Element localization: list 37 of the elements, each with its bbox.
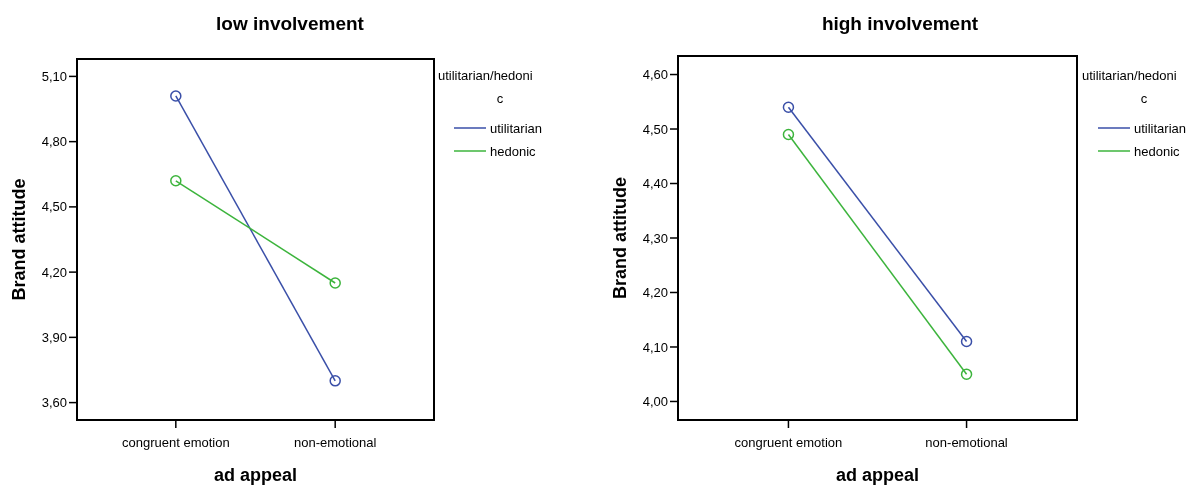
point [170,175,182,187]
x-tick-label: non-emotional [925,435,1008,450]
chart-title: low involvement [216,13,365,34]
y-tick-label: 4,40 [642,176,668,192]
y-axis-title: Brand attitude [610,176,630,300]
y-tick-label: 3,60 [41,395,67,411]
point [329,277,341,289]
point [782,101,795,113]
y-axis-title: Brand attitude [9,178,29,301]
legend-label: hedonic [490,143,537,159]
y-tick-label: 4,20 [41,264,67,280]
y-tick-label: 4,30 [642,230,668,246]
point [782,128,795,141]
point [170,90,182,102]
legend-label: utilitarian [1134,120,1187,136]
x-axis-title: ad appeal [835,465,920,485]
legend-label: hedonic [1134,143,1181,159]
y-tick-label: 4,10 [642,339,668,355]
legend-label: utilitarian [490,120,543,136]
x-tick-label: congruent emotion [734,435,843,450]
legend-title: utilitarian/hedonic [1082,68,1177,106]
point [960,335,973,348]
y-tick-label: 4,20 [642,285,668,301]
y-tick-label: 4,60 [642,67,668,83]
y-tick-label: 4,00 [642,394,668,410]
y-tick-label: 5,10 [41,68,67,84]
y-tick-label: 3,90 [41,329,67,345]
y-tick-label: 4,80 [41,134,67,150]
chart-title: high involvement [821,13,979,34]
point [960,368,973,380]
legend-title: utilitarian/hedonic [438,68,533,106]
x-tick-label: non-emotional [293,435,377,450]
y-tick-label: 4,50 [642,121,668,137]
x-axis-title: ad appeal [213,465,298,485]
point [329,375,341,387]
x-tick-label: congruent emotion [121,435,230,450]
y-tick-label: 4,50 [41,199,67,215]
